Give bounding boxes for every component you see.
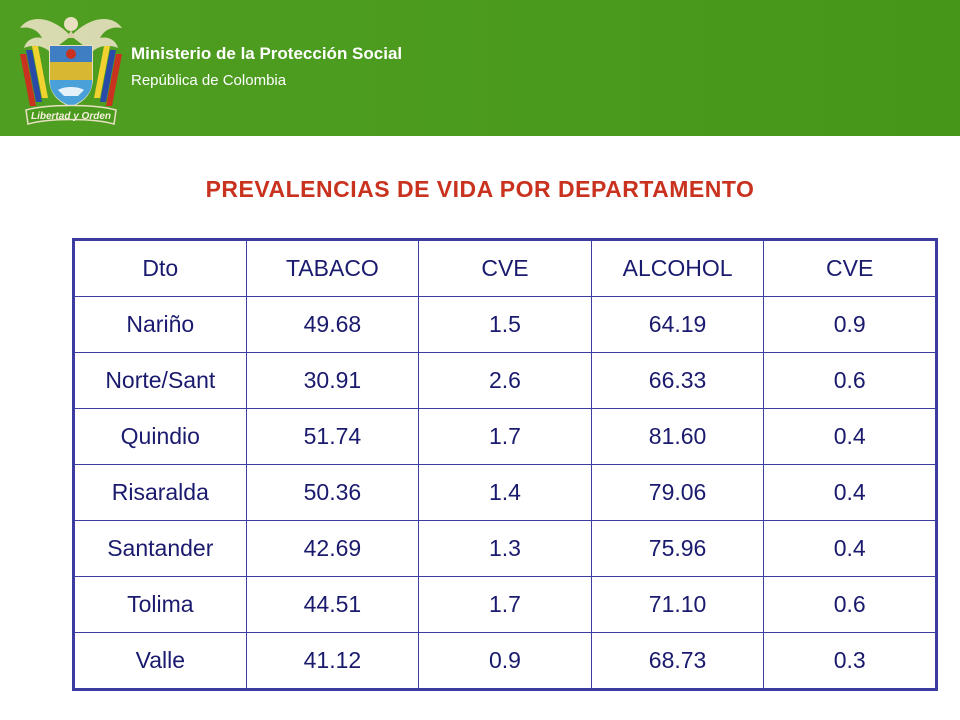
cell-dto: Valle (73, 632, 247, 690)
cell-tabaco: 50.36 (245, 464, 420, 521)
cell-cve-alcohol: 0.3 (763, 632, 937, 690)
cell-dto: Tolima (73, 576, 247, 633)
header-band: Libertad y Orden Ministerio de la Protec… (0, 0, 960, 136)
cell-tabaco: 49.68 (245, 296, 420, 353)
table-row: Norte/Sant 30.91 2.6 66.33 0.6 (73, 352, 937, 409)
cell-cve-tabaco: 1.4 (418, 464, 592, 521)
cell-dto: Santander (73, 520, 247, 577)
svg-text:Libertad y Orden: Libertad y Orden (31, 111, 111, 122)
table-row: Risaralda 50.36 1.4 79.06 0.4 (73, 464, 937, 521)
cell-tabaco: 44.51 (245, 576, 420, 633)
column-header-tabaco: TABACO (245, 239, 420, 297)
table-row: Santander 42.69 1.3 75.96 0.4 (73, 520, 937, 577)
cell-cve-alcohol: 0.6 (763, 352, 937, 409)
cell-alcohol: 64.19 (590, 296, 765, 353)
ministry-name: Ministerio de la Protección Social (131, 44, 403, 63)
cell-cve-tabaco: 1.7 (418, 408, 592, 465)
column-header-cve-alcohol: CVE (763, 239, 937, 297)
column-header-dto: Dto (73, 239, 247, 297)
cell-alcohol: 68.73 (590, 632, 765, 690)
cell-alcohol: 81.60 (590, 408, 765, 465)
table-row: Quindio 51.74 1.7 81.60 0.4 (73, 408, 937, 465)
column-header-cve-tabaco: CVE (418, 239, 592, 297)
cell-cve-tabaco: 1.7 (418, 576, 592, 633)
cell-tabaco: 30.91 (245, 352, 420, 409)
cell-dto: Quindio (73, 408, 247, 465)
cell-alcohol: 66.33 (590, 352, 765, 409)
column-header-alcohol: ALCOHOL (590, 239, 765, 297)
cell-cve-alcohol: 0.6 (763, 576, 937, 633)
cell-cve-tabaco: 2.6 (418, 352, 592, 409)
table-row: Nariño 49.68 1.5 64.19 0.9 (73, 296, 937, 353)
table-row: Tolima 44.51 1.7 71.10 0.6 (73, 576, 937, 633)
cell-cve-alcohol: 0.9 (763, 296, 937, 353)
coat-of-arms-logo: Libertad y Orden (12, 6, 130, 130)
cell-cve-tabaco: 0.9 (418, 632, 592, 690)
cell-cve-tabaco: 1.5 (418, 296, 592, 353)
cell-tabaco: 42.69 (245, 520, 420, 577)
cell-tabaco: 51.74 (245, 408, 420, 465)
prevalence-table: Dto TABACO CVE ALCOHOL CVE Nariño 49.68 … (72, 238, 938, 691)
cell-dto: Nariño (73, 296, 247, 353)
table-header-row: Dto TABACO CVE ALCOHOL CVE (73, 239, 937, 297)
cell-dto: Risaralda (73, 464, 247, 521)
cell-alcohol: 79.06 (590, 464, 765, 521)
cell-alcohol: 71.10 (590, 576, 765, 633)
cell-cve-alcohol: 0.4 (763, 408, 937, 465)
table-row: Valle 41.12 0.9 68.73 0.3 (73, 632, 937, 690)
cell-cve-alcohol: 0.4 (763, 464, 937, 521)
country-name: República de Colombia (131, 72, 287, 89)
cell-cve-tabaco: 1.3 (418, 520, 592, 577)
page-title: PREVALENCIAS DE VIDA POR DEPARTAMENTO (205, 176, 755, 202)
header-band-fill (0, 0, 960, 136)
cell-alcohol: 75.96 (590, 520, 765, 577)
cell-tabaco: 41.12 (245, 632, 420, 690)
cell-dto: Norte/Sant (73, 352, 247, 409)
cell-cve-alcohol: 0.4 (763, 520, 937, 577)
